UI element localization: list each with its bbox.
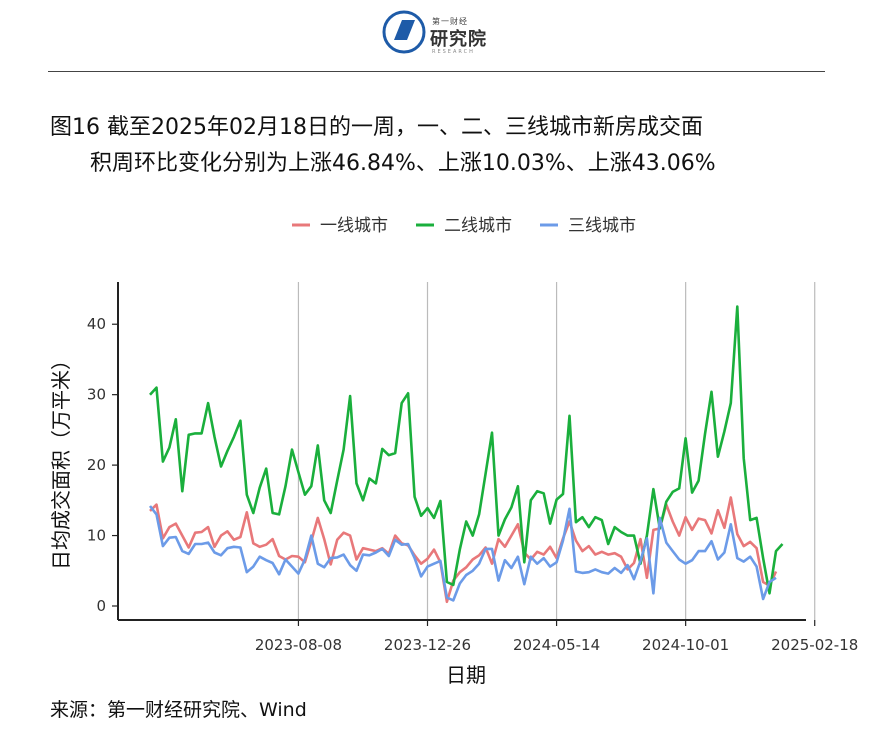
logo-main-text: 研究院 (430, 29, 487, 50)
legend-label: 二线城市 (444, 216, 512, 236)
line-chart: 一线城市 二线城市 三线城市 2023-08-08 2023-12-26 2024-05… (49, 216, 858, 687)
x-tick-label: 2023-08-08 (255, 636, 342, 654)
x-tick-label: 2025-02-18 (771, 636, 858, 654)
y-tick-label: 40 (87, 315, 106, 333)
figure-title-line2: 积周环比变化分别为上涨46.84%、上涨10.03%、上涨43.06% (90, 151, 716, 176)
report-header: 第一财经 研究院 RESEARCH (0, 0, 885, 72)
x-tick-label: 2023-12-26 (384, 636, 471, 654)
figure-title: 图16 截至2025年02月18日的一周，一、二、三线城市新房成交面 积周环比变… (50, 110, 850, 182)
figure-title-line1: 图16 截至2025年02月18日的一周，一、二、三线城市新房成交面 (50, 115, 703, 140)
y-tick-label: 0 (96, 597, 106, 615)
logo-small-text: 第一财经 (432, 17, 468, 26)
y-tick-label: 20 (87, 456, 106, 474)
series-line-3 (148, 505, 777, 602)
y-axis-label: 日均成交面积（万平米） (49, 350, 73, 570)
chart-axes: 2023-08-08 2023-12-26 2024-05-14 2024-10-01… (87, 282, 858, 654)
series-lines (148, 305, 784, 604)
header-divider (48, 71, 825, 72)
research-logo: 第一财经 研究院 RESEARCH (382, 10, 512, 60)
series-line-2 (149, 305, 784, 595)
x-axis-label: 日期 (446, 663, 486, 687)
logo-english-text: RESEARCH (432, 49, 475, 55)
legend-label: 三线城市 (568, 216, 636, 236)
x-tick-label: 2024-05-14 (513, 636, 600, 654)
source-note: 来源：第一财经研究院、Wind (50, 699, 307, 721)
y-tick-label: 10 (87, 527, 106, 545)
series-line-1 (149, 496, 778, 604)
legend-label: 一线城市 (320, 216, 388, 236)
chart-legend: 一线城市 二线城市 三线城市 (292, 216, 636, 236)
y-tick-label: 30 (87, 386, 106, 404)
x-tick-label: 2024-10-01 (642, 636, 729, 654)
logo-emblem-icon (382, 10, 426, 54)
